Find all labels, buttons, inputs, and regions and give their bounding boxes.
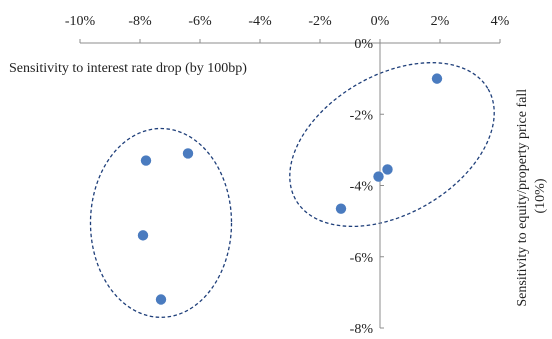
- x-tick-label: -6%: [188, 14, 212, 29]
- scatter-point: [155, 294, 167, 305]
- cluster-ellipse-2: [289, 62, 495, 228]
- y-axis-title-line2: (10%): [533, 178, 548, 213]
- x-tick-label: 4%: [491, 14, 510, 29]
- x-tick-label: -10%: [65, 14, 96, 29]
- tick-labels: -10% -8% -6% -4% -2% 0% 2% 4% 0% -2% -4% -6% -8%: [65, 14, 510, 337]
- x-tick-label: 2%: [431, 14, 450, 29]
- scatter-point: [140, 155, 152, 166]
- cluster-outlines: [89, 62, 495, 318]
- x-tick-label: -2%: [308, 14, 332, 29]
- y-axis-title-line1: Sensitivity to equity/property price fal…: [515, 89, 530, 307]
- x-tick-label: -8%: [128, 14, 152, 29]
- y-tick-label: -2%: [350, 108, 374, 123]
- scatter-point: [182, 148, 194, 159]
- cluster-ellipse-1: [89, 127, 233, 318]
- y-tick-label: -4%: [350, 180, 374, 195]
- scatter-point: [335, 203, 347, 214]
- x-tick-label: 0%: [371, 14, 390, 29]
- y-tick-label: -8%: [350, 322, 374, 337]
- scatter-point: [373, 171, 384, 182]
- data-points: [137, 73, 443, 305]
- scatter-point: [382, 164, 393, 175]
- x-tick-label: -4%: [248, 14, 272, 29]
- scatter-point: [431, 73, 443, 84]
- y-axis-title: Sensitivity to equity/property price fal…: [515, 85, 548, 306]
- y-tick-label: 0%: [354, 37, 373, 52]
- axes: [79, 39, 501, 329]
- scatter-point: [137, 230, 149, 241]
- x-axis-title: Sensitivity to interest rate drop (by 10…: [9, 61, 247, 76]
- y-tick-label: -6%: [350, 251, 374, 266]
